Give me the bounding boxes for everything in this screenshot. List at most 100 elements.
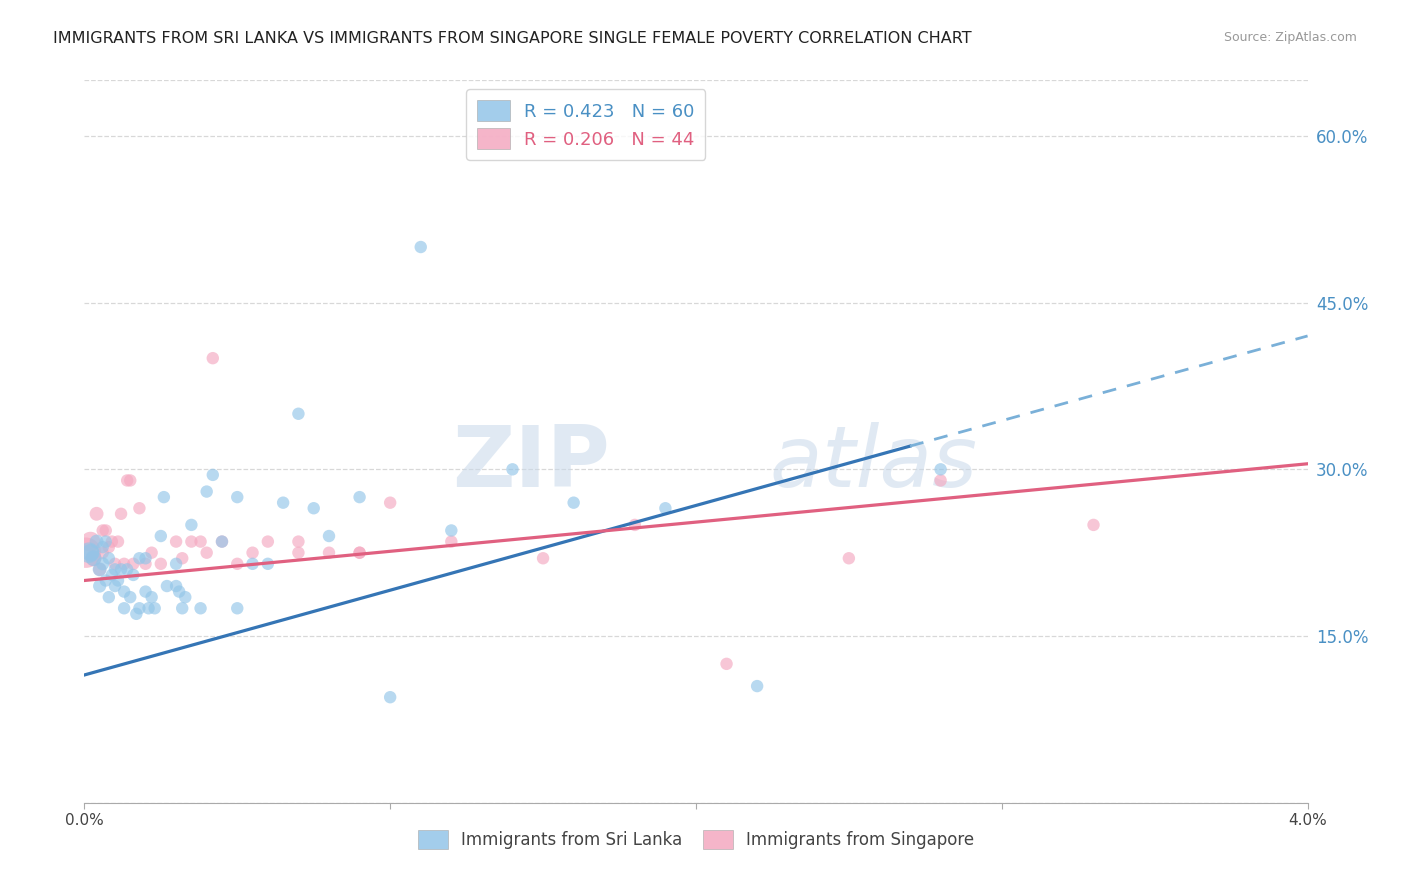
Point — [172, 601, 194, 615]
Point — [380, 690, 402, 705]
Point — [349, 546, 371, 560]
Point — [89, 562, 111, 576]
Point — [165, 579, 187, 593]
Point — [409, 240, 432, 254]
Point — [380, 496, 402, 510]
Legend: Immigrants from Sri Lanka, Immigrants from Singapore: Immigrants from Sri Lanka, Immigrants fr… — [408, 821, 984, 860]
Text: Source: ZipAtlas.com: Source: ZipAtlas.com — [1223, 31, 1357, 45]
Point — [149, 557, 172, 571]
Text: ZIP: ZIP — [453, 422, 610, 505]
Point — [302, 501, 325, 516]
Point — [112, 557, 135, 571]
Point — [112, 584, 135, 599]
Point — [195, 546, 218, 560]
Point — [531, 551, 554, 566]
Point — [242, 557, 264, 571]
Point — [122, 568, 145, 582]
Point — [211, 534, 233, 549]
Point — [128, 501, 150, 516]
Point — [172, 551, 194, 566]
Point — [287, 534, 309, 549]
Point — [190, 534, 212, 549]
Point — [242, 546, 264, 560]
Point — [94, 574, 117, 588]
Point — [287, 546, 309, 560]
Point — [624, 517, 647, 532]
Point — [318, 546, 340, 560]
Point — [174, 590, 197, 604]
Point — [89, 579, 111, 593]
Point — [716, 657, 738, 671]
Point — [75, 546, 97, 560]
Point — [271, 496, 294, 510]
Point — [77, 546, 100, 560]
Point — [125, 607, 148, 621]
Point — [110, 507, 132, 521]
Point — [107, 574, 129, 588]
Point — [86, 507, 108, 521]
Point — [83, 551, 105, 566]
Point — [502, 462, 524, 476]
Point — [120, 590, 142, 604]
Point — [128, 551, 150, 566]
Point — [153, 490, 176, 504]
Point — [349, 546, 371, 560]
Point — [120, 474, 142, 488]
Point — [104, 557, 127, 571]
Point — [654, 501, 676, 516]
Point — [138, 601, 160, 615]
Point — [94, 524, 117, 538]
Point — [135, 557, 157, 571]
Text: IMMIGRANTS FROM SRI LANKA VS IMMIGRANTS FROM SINGAPORE SINGLE FEMALE POVERTY COR: IMMIGRANTS FROM SRI LANKA VS IMMIGRANTS … — [53, 31, 972, 46]
Point — [128, 601, 150, 615]
Point — [115, 474, 138, 488]
Point — [180, 534, 202, 549]
Point — [226, 490, 249, 504]
Point — [101, 534, 124, 549]
Point — [167, 584, 190, 599]
Point — [211, 534, 233, 549]
Point — [226, 557, 249, 571]
Point — [83, 551, 105, 566]
Point — [156, 579, 179, 593]
Point — [257, 534, 280, 549]
Point — [929, 462, 952, 476]
Point — [149, 529, 172, 543]
Text: atlas: atlas — [769, 422, 977, 505]
Point — [195, 484, 218, 499]
Point — [287, 407, 309, 421]
Point — [349, 490, 371, 504]
Point — [165, 557, 187, 571]
Point — [86, 534, 108, 549]
Point — [165, 534, 187, 549]
Point — [180, 517, 202, 532]
Point — [201, 351, 224, 366]
Point — [79, 534, 101, 549]
Point — [440, 534, 463, 549]
Point — [747, 679, 769, 693]
Point — [201, 467, 224, 482]
Point — [257, 557, 280, 571]
Point — [135, 584, 157, 599]
Point — [122, 557, 145, 571]
Point — [97, 540, 120, 554]
Point — [141, 590, 163, 604]
Point — [91, 540, 114, 554]
Point — [1083, 517, 1105, 532]
Point — [104, 579, 127, 593]
Point — [190, 601, 212, 615]
Point — [97, 590, 120, 604]
Point — [143, 601, 166, 615]
Point — [318, 529, 340, 543]
Point — [562, 496, 585, 510]
Point — [115, 562, 138, 576]
Point — [110, 562, 132, 576]
Point — [97, 551, 120, 566]
Point — [89, 562, 111, 576]
Point — [107, 534, 129, 549]
Point — [91, 546, 114, 560]
Point — [929, 474, 952, 488]
Point — [112, 601, 135, 615]
Point — [838, 551, 860, 566]
Point — [135, 551, 157, 566]
